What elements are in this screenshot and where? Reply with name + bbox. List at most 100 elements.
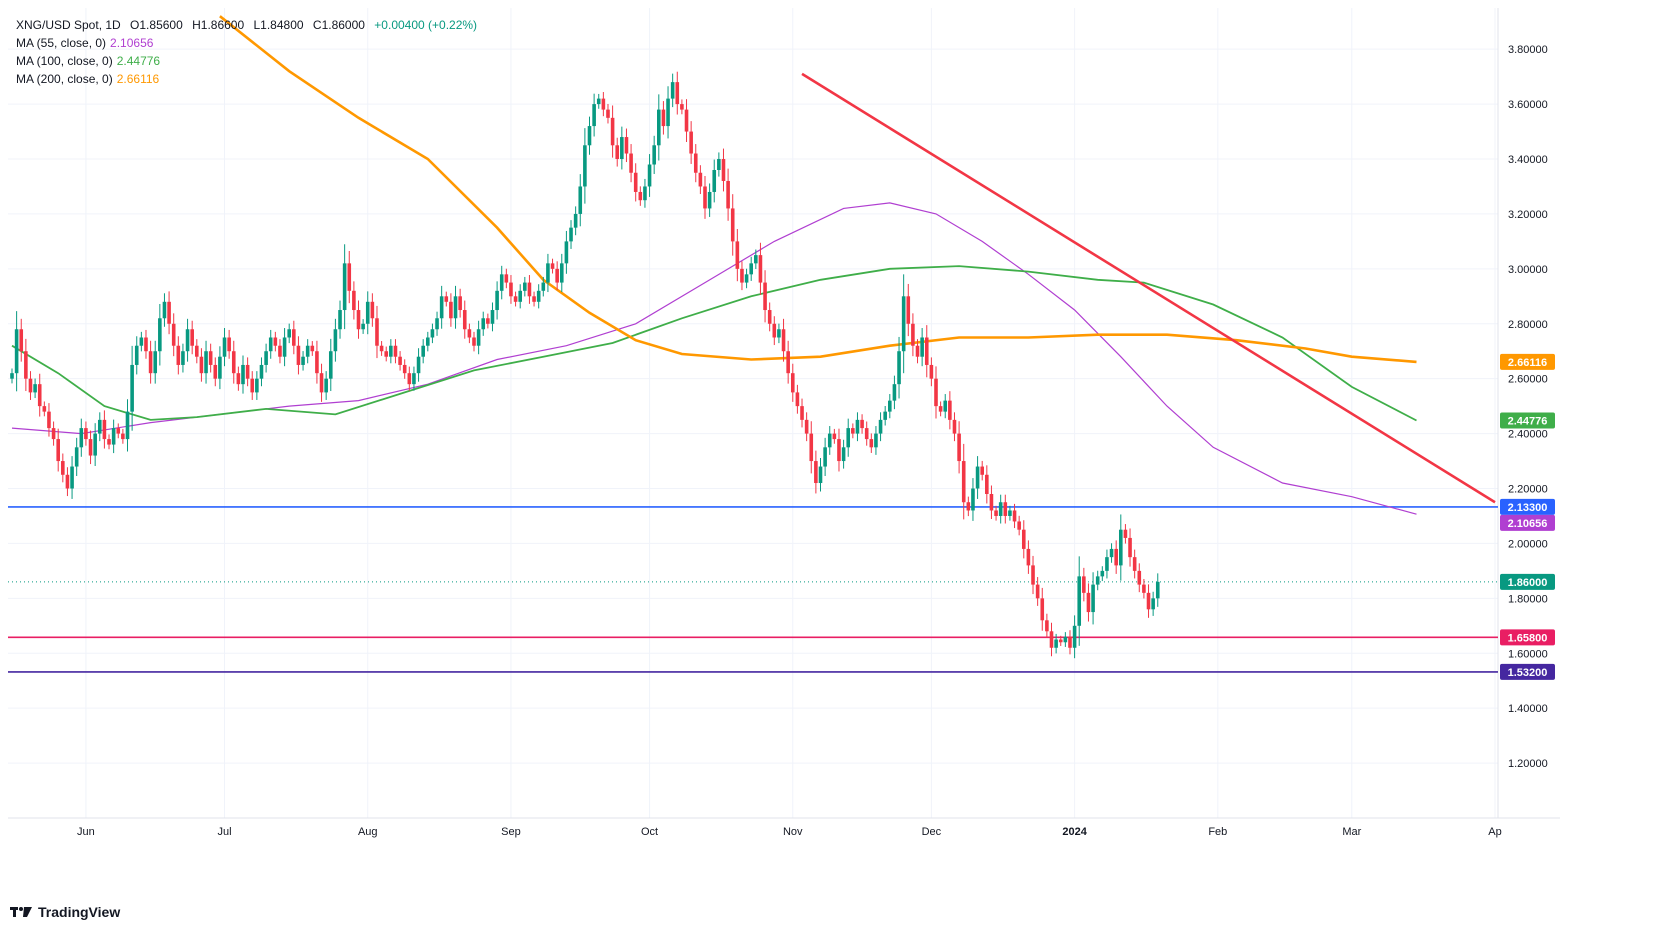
candle-body bbox=[961, 461, 966, 503]
candle-body bbox=[365, 301, 370, 324]
candle-body bbox=[592, 104, 596, 127]
moving-average-line bbox=[11, 202, 1417, 515]
candle-body bbox=[767, 310, 772, 324]
candle-body bbox=[546, 263, 550, 283]
candle-body bbox=[998, 502, 1003, 516]
candle-body bbox=[56, 439, 60, 462]
candle-body bbox=[513, 296, 518, 302]
candle-body bbox=[268, 337, 273, 352]
candle-body bbox=[213, 364, 218, 379]
candles bbox=[10, 71, 1160, 659]
candle-body bbox=[906, 296, 911, 324]
candle-body bbox=[250, 378, 255, 393]
candle-body bbox=[1003, 502, 1008, 516]
candle-body bbox=[356, 310, 361, 330]
candle-body bbox=[827, 433, 832, 448]
candle-body bbox=[832, 433, 837, 440]
candle-body bbox=[569, 227, 573, 242]
candle-body bbox=[444, 296, 449, 302]
candle-body bbox=[79, 428, 84, 448]
candle-body bbox=[375, 318, 379, 346]
candle-body bbox=[134, 345, 139, 365]
candle-body bbox=[864, 428, 869, 440]
candle-body bbox=[19, 329, 24, 352]
candle-body bbox=[204, 351, 208, 374]
x-tick-label: 2024 bbox=[1062, 826, 1087, 838]
y-tick-label: 1.80000 bbox=[1508, 593, 1548, 605]
candle-body bbox=[324, 378, 328, 393]
candle-body bbox=[754, 255, 758, 264]
candle-body bbox=[1123, 529, 1128, 538]
y-tick-label: 2.60000 bbox=[1508, 374, 1548, 386]
candle-body bbox=[241, 364, 245, 385]
tradingview-brand[interactable]: TradingView bbox=[10, 904, 120, 920]
trendline bbox=[801, 72, 1496, 504]
candle-body bbox=[305, 345, 310, 357]
candle-body bbox=[176, 345, 181, 365]
candle-body bbox=[786, 351, 790, 374]
candle-body bbox=[84, 428, 88, 440]
candle-body bbox=[162, 301, 167, 319]
change-value: +0.00400 (+0.22%) bbox=[374, 18, 478, 32]
candle-body bbox=[943, 400, 948, 412]
candle-body bbox=[1105, 557, 1109, 571]
ma200-value: 2.66116 bbox=[116, 72, 160, 86]
candle-body bbox=[504, 274, 509, 283]
candle-body bbox=[292, 329, 296, 346]
candle-body bbox=[389, 345, 393, 357]
y-tick-label: 3.40000 bbox=[1508, 154, 1548, 166]
candle-body bbox=[282, 337, 287, 357]
candle-body bbox=[264, 351, 268, 365]
candle-body bbox=[1017, 521, 1021, 530]
symbol-label[interactable]: XNG/USD Spot, 1D bbox=[16, 18, 121, 32]
candle-body bbox=[703, 186, 707, 209]
candle-body bbox=[689, 131, 693, 154]
ma100-legend[interactable]: MA (100, close, 0) 2.44776 bbox=[16, 52, 483, 70]
candle-body bbox=[453, 296, 458, 319]
candle-body bbox=[1026, 548, 1031, 566]
candle-body bbox=[790, 373, 795, 393]
candle-body bbox=[707, 191, 712, 209]
candle-body bbox=[846, 428, 851, 448]
candle-body bbox=[347, 263, 352, 291]
candle-body bbox=[1054, 639, 1058, 648]
candle-body bbox=[800, 406, 804, 420]
candle-body bbox=[245, 364, 250, 379]
candle-body bbox=[717, 159, 721, 170]
candle-body bbox=[439, 296, 444, 319]
y-tick-label: 3.00000 bbox=[1508, 264, 1548, 276]
candle-body bbox=[1132, 557, 1137, 571]
y-tick-label: 1.20000 bbox=[1508, 758, 1548, 770]
candle-body bbox=[684, 109, 689, 132]
price-label-box bbox=[1500, 514, 1555, 531]
ma55-legend[interactable]: MA (55, close, 0) 2.10656 bbox=[16, 34, 483, 52]
candle-body bbox=[398, 356, 402, 365]
candle-body bbox=[231, 351, 236, 374]
candle-body bbox=[938, 406, 943, 412]
candle-body bbox=[28, 378, 33, 393]
candle-body bbox=[587, 126, 592, 146]
candle-body bbox=[888, 400, 892, 412]
ma200-legend[interactable]: MA (200, close, 0) 2.66116 bbox=[16, 70, 483, 88]
ma100-label: MA (100, close, 0) bbox=[16, 54, 113, 68]
candle-body bbox=[458, 296, 462, 311]
candle-body bbox=[1114, 548, 1118, 566]
candle-body bbox=[804, 419, 809, 434]
candle-body bbox=[772, 323, 777, 338]
price-label-box bbox=[1500, 353, 1555, 370]
ma200-label: MA (200, close, 0) bbox=[16, 72, 113, 86]
candle-body bbox=[555, 268, 559, 283]
candle-body bbox=[735, 241, 740, 269]
price-label-text: 1.65800 bbox=[1508, 632, 1548, 644]
candle-body bbox=[652, 145, 656, 165]
candle-body bbox=[532, 296, 536, 302]
candle-body bbox=[486, 318, 490, 324]
candle-body bbox=[47, 411, 51, 429]
candle-body bbox=[472, 337, 476, 346]
high-value: H1.86600 bbox=[192, 18, 245, 32]
candle-body bbox=[1082, 576, 1086, 593]
candle-body bbox=[837, 439, 841, 462]
candle-body bbox=[924, 337, 929, 365]
candle-body bbox=[869, 439, 874, 448]
